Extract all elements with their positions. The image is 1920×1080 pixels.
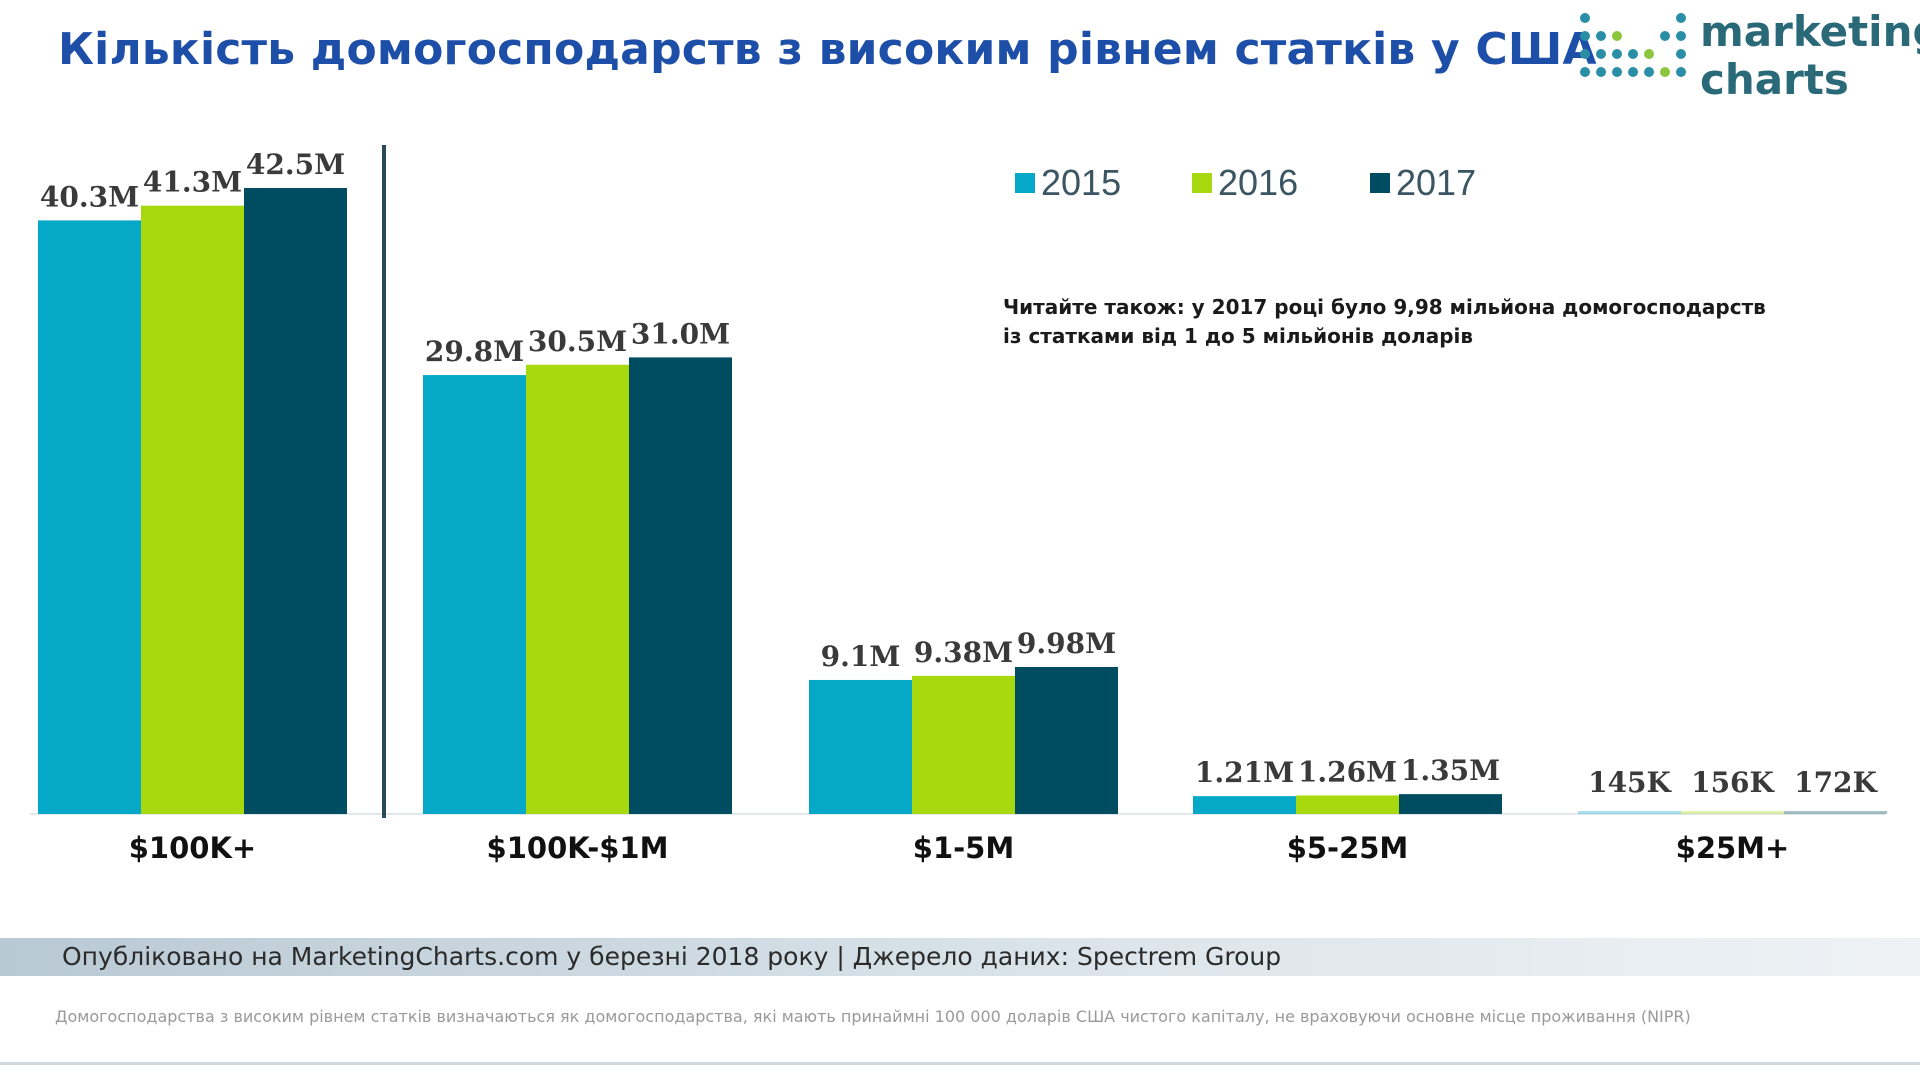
bar-2017-4 (1784, 811, 1887, 814)
legend-label-2015: 2015 (1041, 162, 1122, 203)
bar-2017-1 (629, 357, 732, 814)
note-line-1: Читайте також: у 2017 році було 9,98 міл… (1003, 295, 1766, 319)
data-label-2016-0: 41.3M (143, 166, 242, 199)
data-label-2016-1: 30.5M (528, 325, 627, 358)
bar-2015-0 (38, 220, 141, 814)
bar-2016-0 (141, 205, 244, 814)
category-label-0: $100K+ (129, 831, 256, 865)
bar-2016-1 (526, 364, 629, 814)
bar-2016-3 (1296, 795, 1399, 814)
legend-item-2015: 2015 (1015, 162, 1121, 204)
bar-2015-4 (1578, 811, 1681, 814)
data-label-2016-4: 156K (1691, 766, 1775, 799)
bar-2015-1 (423, 375, 526, 814)
category-label-1: $100K-$1M (487, 831, 669, 865)
legend-label-2017: 2017 (1396, 162, 1477, 203)
footnote: Домогосподарства з високим рівнем статкі… (55, 1007, 1691, 1026)
bar-2017-0 (244, 188, 347, 814)
legend-swatch-2016 (1192, 173, 1212, 193)
note-line-2: із статками від 1 до 5 мільйонів доларів (1003, 324, 1474, 348)
bar-2015-2 (809, 679, 912, 814)
legend-item-2017: 2017 (1370, 162, 1476, 204)
marketingcharts-logo: marketing charts (1575, 8, 1920, 104)
logo-dots-icon (1580, 13, 1686, 77)
category-label-4: $25M+ (1676, 831, 1790, 865)
data-label-2016-3: 1.26M (1298, 755, 1397, 788)
category-label-3: $5-25M (1287, 831, 1409, 865)
bar-2017-2 (1015, 667, 1118, 814)
bar-2015-3 (1193, 796, 1296, 814)
footer-band (0, 938, 1920, 976)
bar-2017-3 (1399, 794, 1502, 814)
bottom-divider (0, 1062, 1920, 1065)
data-label-2016-2: 9.38M (914, 636, 1013, 669)
legend-label-2016: 2016 (1218, 162, 1299, 203)
legend-item-2016: 2016 (1192, 162, 1298, 204)
data-label-2015-0: 40.3M (40, 180, 139, 213)
data-label-2017-3: 1.35M (1401, 754, 1500, 787)
data-label-2017-1: 31.0M (631, 317, 730, 350)
data-label-2015-4: 145K (1588, 766, 1672, 799)
bar-2016-4 (1681, 811, 1784, 814)
data-label-2017-4: 172K (1794, 766, 1878, 799)
data-label-2017-0: 42.5M (246, 148, 345, 181)
read-also-note: Читайте також: у 2017 році було 9,98 міл… (1003, 293, 1766, 351)
data-label-2017-2: 9.98M (1017, 627, 1116, 660)
logo-text-charts: charts (1700, 55, 1849, 104)
bar-2016-2 (912, 675, 1015, 814)
chart-title: Кількість домогосподарств з високим рівн… (58, 24, 1597, 75)
category-label-2: $1-5M (913, 831, 1014, 865)
legend-swatch-2015 (1015, 173, 1035, 193)
logo-text-marketing: marketing (1700, 7, 1920, 56)
legend-swatch-2017 (1370, 173, 1390, 193)
data-label-2015-2: 9.1M (821, 640, 901, 673)
source-text: Опубліковано на MarketingCharts.com у бе… (62, 942, 1282, 971)
data-label-2015-1: 29.8M (425, 335, 524, 368)
data-label-2015-3: 1.21M (1195, 756, 1294, 789)
